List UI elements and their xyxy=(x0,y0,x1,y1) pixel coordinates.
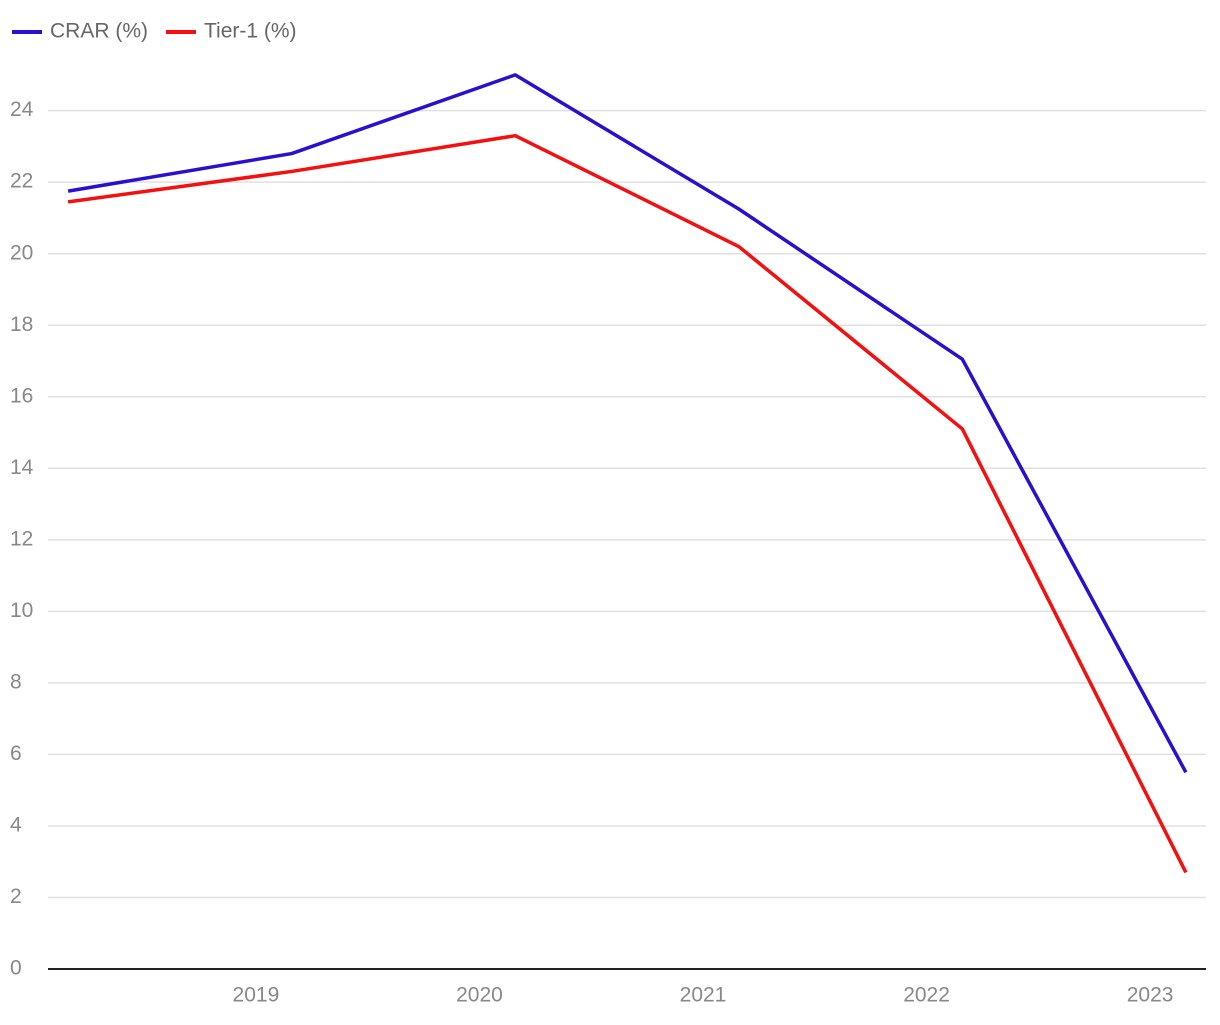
y-tick-label: 12 xyxy=(10,527,33,550)
y-tick-label: 10 xyxy=(10,599,33,622)
y-tick-label: 0 xyxy=(10,957,22,980)
x-tick-label: 2021 xyxy=(680,984,727,1007)
x-tick-label: 2020 xyxy=(456,984,503,1007)
x-tick-label: 2019 xyxy=(233,984,280,1007)
y-tick-label: 14 xyxy=(10,456,34,479)
y-tick-label: 24 xyxy=(10,98,34,121)
y-tick-label: 2 xyxy=(10,885,22,908)
y-tick-label: 22 xyxy=(10,170,33,193)
legend-label: CRAR (%) xyxy=(50,20,148,43)
y-tick-label: 4 xyxy=(10,813,22,836)
legend-label: Tier-1 (%) xyxy=(204,20,297,43)
line xyxy=(67,133,1188,874)
line xyxy=(67,73,1188,774)
y-tick-label: 20 xyxy=(10,241,33,264)
y-tick-label: 18 xyxy=(10,313,33,336)
x-tick-label: 2023 xyxy=(1127,984,1174,1007)
y-tick-label: 8 xyxy=(10,670,22,693)
x-tick-label: 2022 xyxy=(903,984,950,1007)
y-tick-label: 6 xyxy=(10,742,22,765)
y-tick-label: 16 xyxy=(10,384,33,407)
